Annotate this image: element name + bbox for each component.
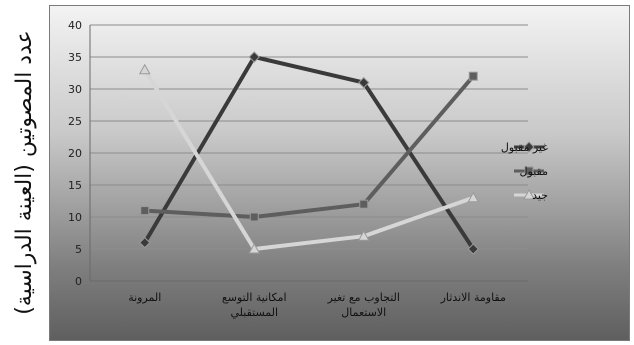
- y-tick-label: 40: [68, 19, 82, 32]
- y-tick-label: 25: [68, 115, 82, 128]
- y-tick-label: 0: [75, 275, 82, 288]
- x-tick-label: المرونة: [128, 291, 161, 304]
- data-point: [357, 230, 370, 241]
- y-tick-label: 10: [68, 211, 82, 224]
- data-point: [139, 236, 151, 249]
- x-tick-label: التجاوب مع تغير الاستعمال: [327, 291, 400, 319]
- data-point: [523, 141, 535, 153]
- legend-label: جيد: [532, 189, 548, 202]
- data-point: [140, 206, 150, 216]
- y-tick-label: 20: [68, 147, 82, 160]
- x-tick-label: مقاومة الاندثار: [440, 291, 506, 304]
- data-point: [359, 199, 369, 209]
- legend-label: غير مقبول: [501, 141, 548, 154]
- data-point: [248, 51, 260, 63]
- y-axis-label-container: عدد المصوتين (العينة الدراسية): [0, 0, 48, 345]
- y-tick-label: 30: [68, 83, 82, 96]
- series-line: [143, 55, 475, 251]
- chart-panel: 0 5 10 15 20 25 30 35 40 المرونة امكانية التوسع الم…: [49, 5, 630, 341]
- series-line: [144, 74, 475, 219]
- data-point: [358, 76, 370, 89]
- series-line: [143, 68, 474, 251]
- y-tick-label: 35: [68, 51, 82, 64]
- data-point: [467, 243, 479, 255]
- y-axis-label: عدد المصوتين (العينة الدراسية): [11, 30, 37, 315]
- y-tick-label: 5: [75, 243, 82, 256]
- x-tick-label: امكانية التوسع المستقبلي: [222, 291, 287, 319]
- legend-label: مقبول: [520, 165, 549, 178]
- data-point: [467, 191, 480, 203]
- data-point: [523, 188, 535, 200]
- data-point: [524, 166, 534, 176]
- y-tick-label: 15: [68, 179, 82, 192]
- data-point: [249, 212, 259, 222]
- data-point: [468, 71, 478, 81]
- data-point: [138, 63, 151, 75]
- line-chart: 0 5 10 15 20 25 30 35 40 المرونة امكانية التوسع الم…: [68, 19, 549, 319]
- data-point: [248, 242, 261, 254]
